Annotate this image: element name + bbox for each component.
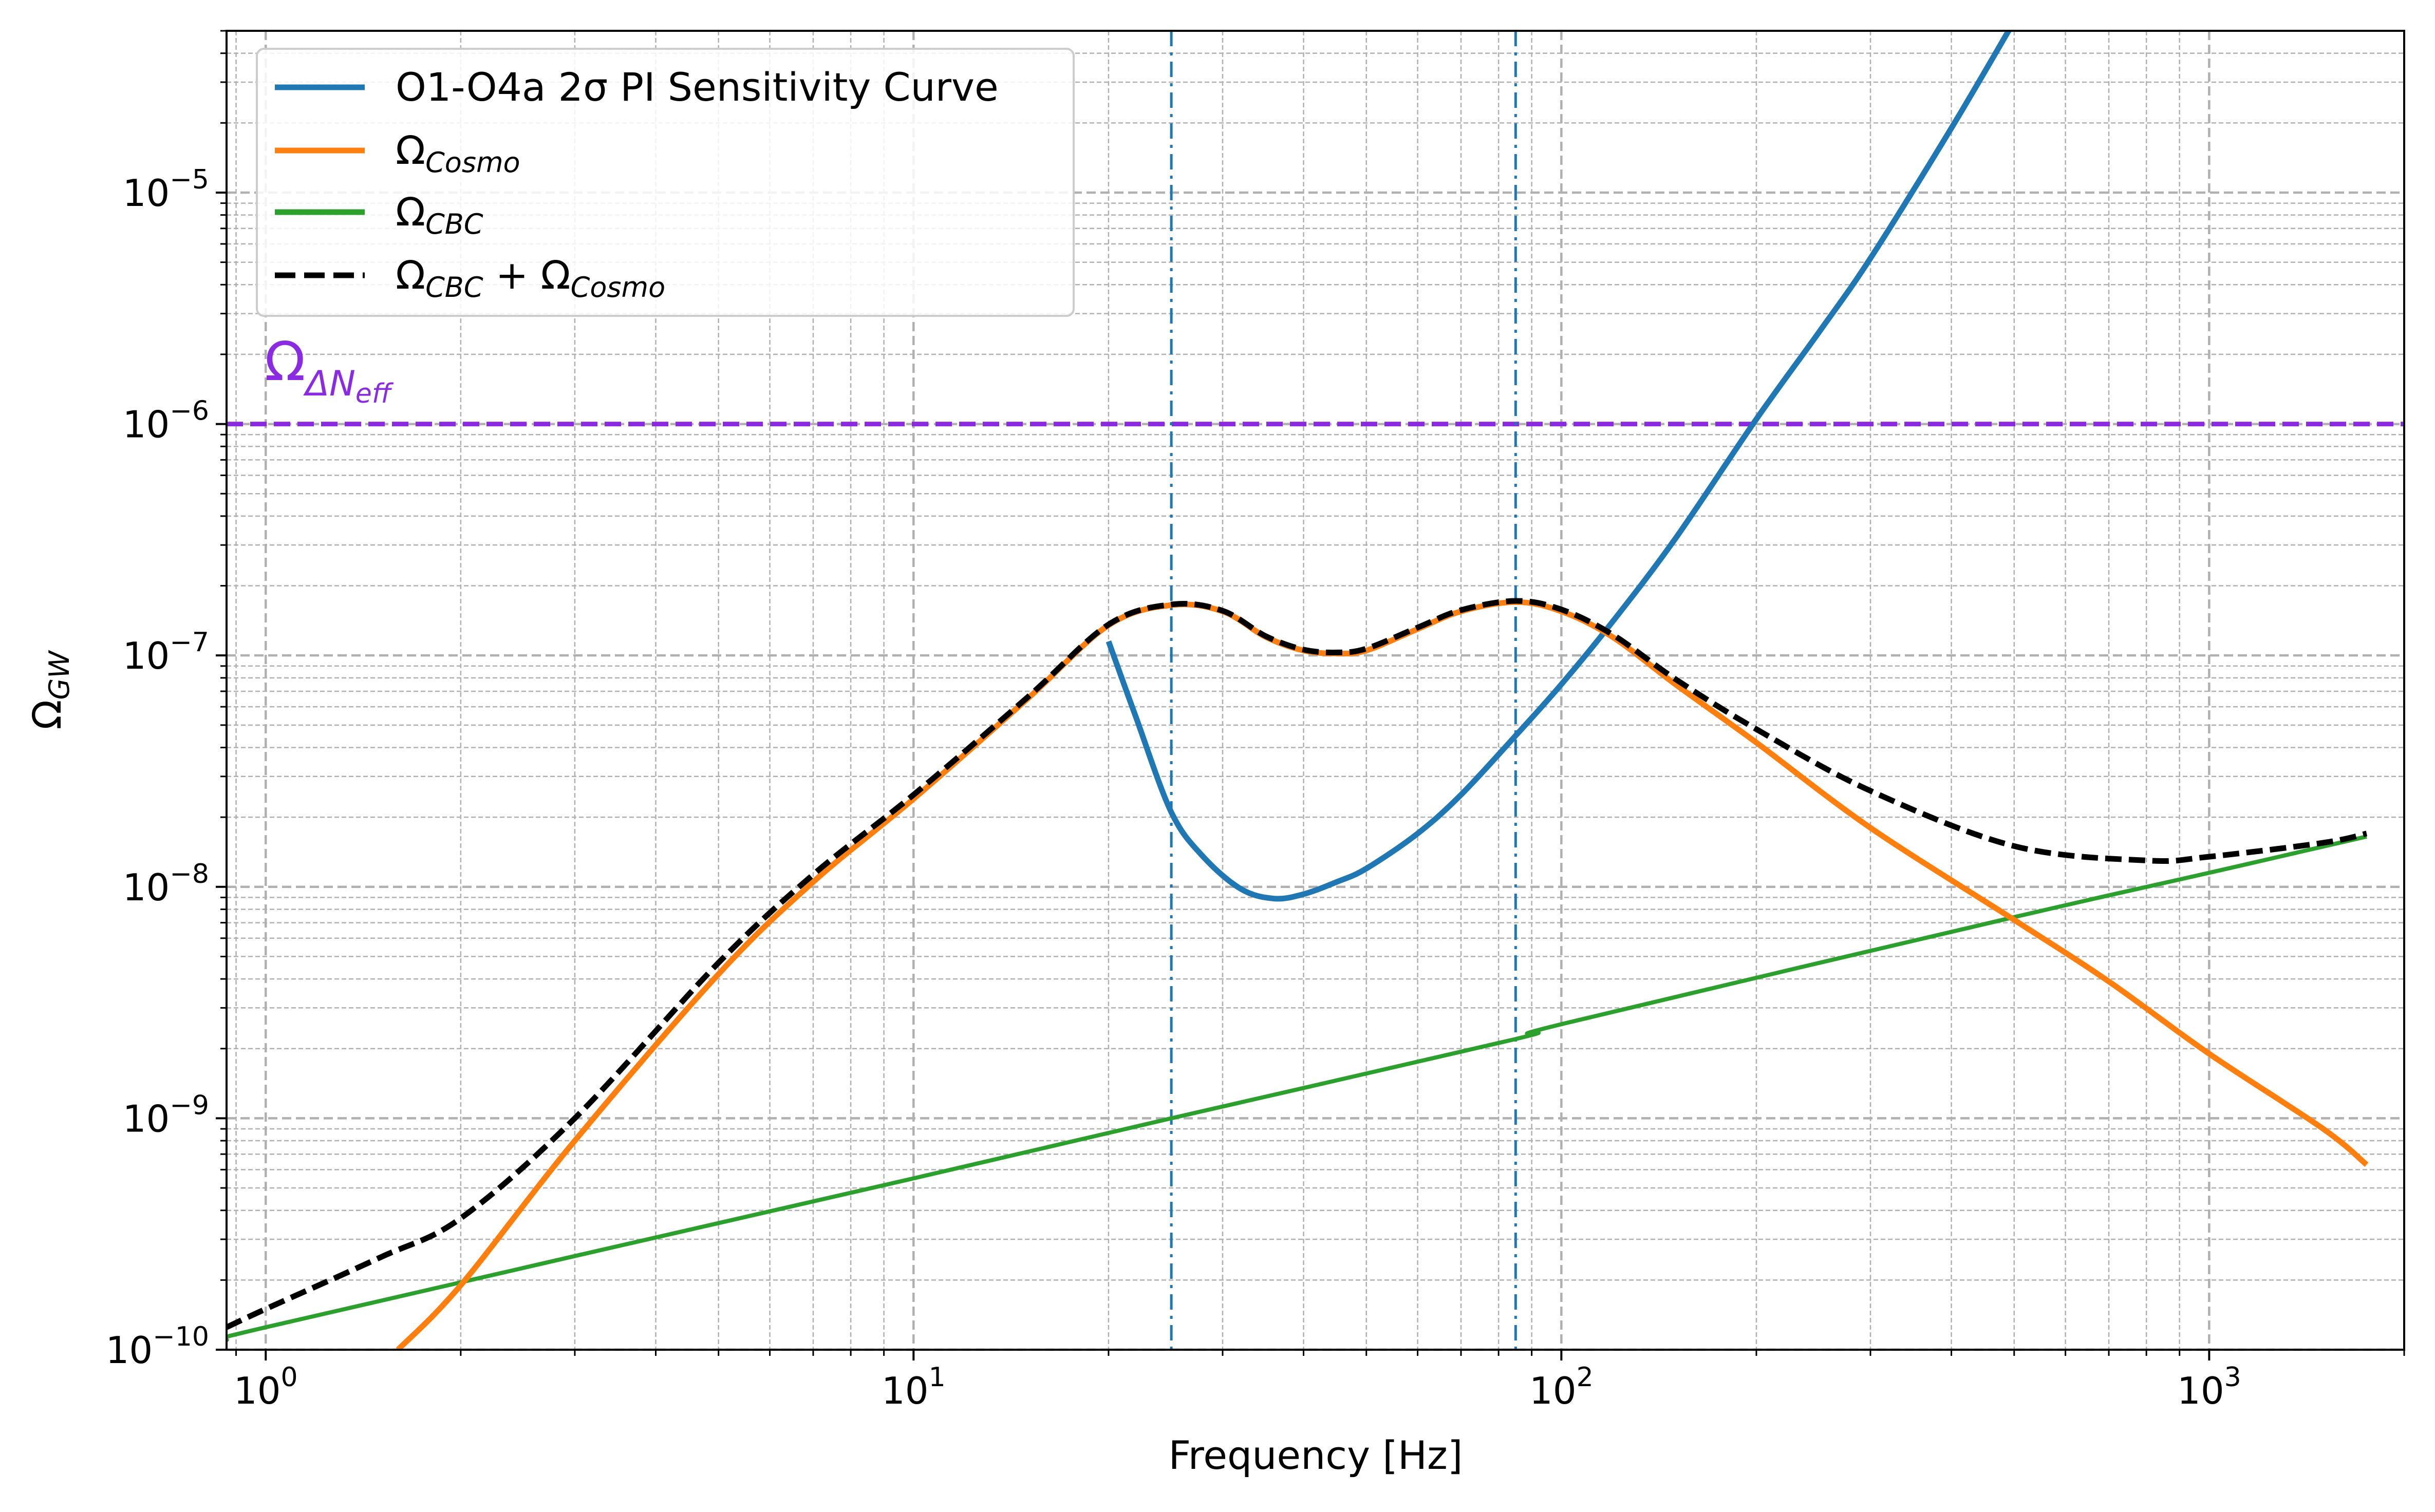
legend-label-cosmo: ΩCosmo: [396, 127, 520, 179]
neff-label-sub: ΔN: [303, 364, 355, 404]
y-tick-label: 10−8: [123, 859, 209, 909]
legend-label-cosmo-sub: Cosmo: [425, 146, 520, 179]
y-tick-label: 10−5: [123, 164, 209, 215]
x-tick-label: 101: [882, 1362, 946, 1412]
legend-label-sum-part1: Ω: [396, 252, 425, 298]
y-tick-exponent: −7: [170, 627, 209, 658]
x-axis-label: Frequency [Hz]: [1168, 1432, 1463, 1478]
legend-label-cbc-base: Ω: [396, 189, 425, 235]
y-axis-label-base: Ω: [24, 700, 70, 730]
legend-label-cbc: ΩCBC: [396, 189, 483, 240]
y-tick-label: 10−10: [106, 1321, 209, 1372]
y-axis-label-sub: GW: [43, 650, 76, 700]
y-tick-label: 10−6: [123, 396, 209, 446]
axis-ticks: [216, 30, 2405, 1360]
y-tick-label: 10−7: [123, 627, 209, 677]
y-tick-exponent: −8: [170, 859, 209, 890]
legend-frame: [256, 48, 1075, 317]
x-tick-exponent: 1: [929, 1362, 946, 1393]
x-tick-exponent: 3: [2224, 1362, 2241, 1393]
reference-lines: [227, 31, 2404, 1350]
legend-label-sensitivity: O1-O4a 2σ PI Sensitivity Curve: [396, 64, 999, 110]
neff-label-subsub: eff: [355, 379, 394, 409]
x-tick-label: 103: [2177, 1362, 2241, 1412]
y-tick-exponent: −5: [170, 164, 209, 195]
x-tick-base: 10: [234, 1369, 281, 1412]
x-tick-label: 100: [234, 1362, 298, 1412]
neff-label-base: Ω: [265, 330, 305, 393]
x-tick-base: 10: [882, 1369, 929, 1412]
legend-label-sum-part3: + Ω: [483, 252, 571, 298]
y-tick-base: 10: [123, 634, 170, 677]
y-axis-label: ΩGW: [24, 650, 76, 730]
x-tick-base: 10: [2177, 1369, 2224, 1412]
y-tick-base: 10: [123, 866, 170, 909]
y-tick-exponent: −6: [170, 396, 209, 427]
y-tick-base: 10: [123, 1097, 170, 1140]
legend: O1-O4a 2σ PI Sensitivity Curve ΩCosmo ΩC…: [256, 48, 1075, 317]
legend-label-sum-part4: Cosmo: [571, 271, 666, 304]
series-line-cbc: [227, 834, 2367, 1343]
series-line-sum: [227, 598, 2368, 1330]
x-tick-label: 102: [1529, 1362, 1594, 1412]
y-tick-exponent: −9: [170, 1090, 209, 1121]
neff-label: ΩΔNeff: [265, 330, 394, 409]
legend-label-cosmo-base: Ω: [396, 127, 425, 173]
plot-frame: [226, 30, 2405, 1351]
y-tick-exponent: −10: [153, 1321, 209, 1352]
legend-label-sum-part2: CBC: [425, 271, 483, 304]
x-tick-base: 10: [1529, 1369, 1577, 1412]
legend-label-cbc-sub: CBC: [425, 208, 483, 240]
series-line-sensitivity: [1106, 31, 2012, 902]
y-tick-base: 10: [106, 1329, 153, 1372]
legend-label-sum: ΩCBC + ΩCosmo: [396, 252, 665, 304]
y-tick-base: 10: [123, 172, 170, 215]
series-layer: [227, 31, 2369, 1350]
y-tick-label: 10−9: [123, 1090, 209, 1140]
x-tick-exponent: 2: [1577, 1362, 1594, 1393]
x-tick-exponent: 0: [281, 1362, 298, 1393]
y-tick-base: 10: [123, 403, 170, 446]
